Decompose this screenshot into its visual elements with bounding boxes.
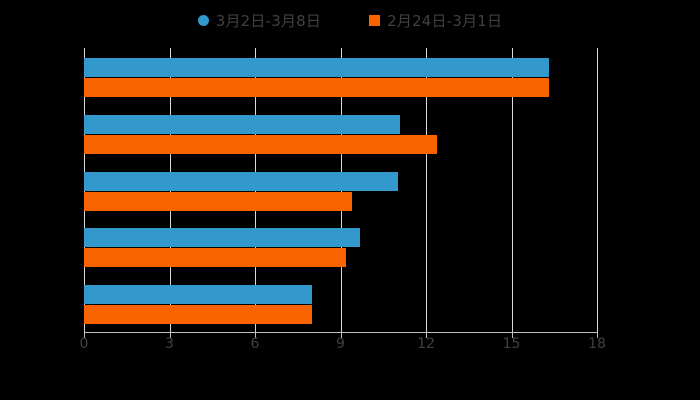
legend-label-series-0: 3月2日-3月8日 — [215, 11, 322, 30]
gridline-x-4 — [426, 48, 427, 332]
category-row: 德国 — [84, 48, 597, 105]
category-row: 英国 — [84, 275, 597, 332]
bar-series-0[interactable] — [84, 114, 401, 134]
x-tick-label-2: 6 — [250, 336, 260, 352]
chart-legend: 3月2日-3月8日 2月24日-3月1日 — [0, 8, 700, 32]
x-tick-mark-0 — [84, 332, 85, 338]
bar-series-1[interactable] — [84, 191, 352, 211]
x-tick-label-0: 0 — [79, 336, 89, 352]
legend-entry-series-1[interactable]: 2月24日-3月1日 — [369, 10, 502, 31]
bar-series-1[interactable] — [84, 248, 347, 268]
bar-series-0[interactable] — [84, 58, 549, 77]
x-tick-label-1: 3 — [165, 336, 174, 352]
gridline-x-6 — [597, 48, 598, 332]
x-tick-mark-5 — [511, 332, 513, 338]
gridline-x-5 — [511, 48, 513, 332]
x-tick-label-4: 12 — [417, 336, 435, 352]
x-tick-mark-2 — [255, 332, 256, 338]
bar-series-0[interactable] — [84, 285, 312, 305]
x-tick-label-6: 18 — [588, 336, 606, 352]
bar-series-0[interactable] — [84, 171, 398, 191]
category-row: 日本 — [84, 162, 597, 219]
bar-series-1[interactable] — [84, 134, 438, 154]
x-tick-mark-3 — [340, 332, 342, 338]
x-tick-mark-1 — [169, 332, 171, 338]
x-tick-mark-6 — [597, 332, 598, 338]
legend-marker-square-icon — [369, 14, 381, 26]
bar-series-0[interactable] — [84, 228, 361, 248]
x-tick-mark-4 — [426, 332, 427, 338]
legend-entry-series-0[interactable]: 3月2日-3月8日 — [197, 10, 322, 31]
bar-series-1[interactable] — [84, 78, 549, 97]
x-tick-label-5: 15 — [502, 336, 521, 352]
legend-label-series-1: 2月24日-3月1日 — [387, 11, 503, 30]
legend-marker-circle-icon — [197, 14, 209, 26]
category-row: 中国 — [84, 105, 597, 162]
bar-series-1[interactable] — [84, 305, 312, 325]
x-tick-label-3: 9 — [336, 336, 345, 352]
plot-area: 德国中国日本韩国英国 — [84, 48, 598, 332]
category-row: 韩国 — [84, 218, 597, 275]
